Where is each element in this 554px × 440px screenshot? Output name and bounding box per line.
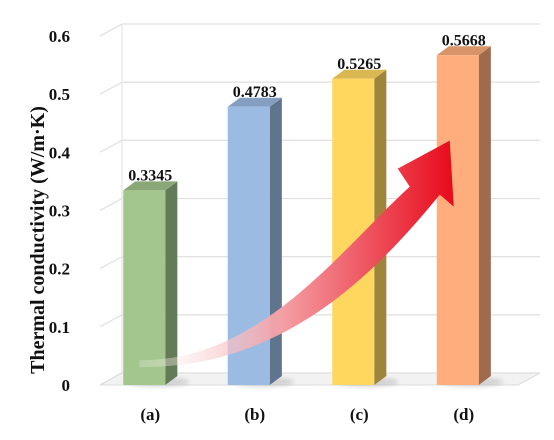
y-axis-ticks: 0 0.1 0.2 0.3 0.4 0.5 0.6	[49, 27, 71, 395]
x-tick-label: (a)	[140, 405, 160, 424]
gridline-depth	[99, 314, 123, 328]
y-tick-label: 0.4	[49, 143, 71, 162]
x-tick-label: (b)	[244, 405, 265, 424]
x-tick-label: (d)	[453, 405, 474, 424]
x-axis-categories: (a) (b) (c) (d)	[140, 405, 474, 424]
bar-top	[436, 46, 491, 56]
bar-side	[478, 46, 491, 385]
data-label: 0.4783	[233, 84, 277, 101]
data-labels: 0.3345 0.4783 0.5265 0.5668	[128, 32, 486, 184]
y-tick-label: 0.6	[49, 27, 70, 46]
gridline-depth	[99, 81, 123, 95]
bar	[123, 190, 166, 385]
y-tick-label: 0.1	[49, 318, 70, 337]
trend-arrow	[139, 140, 454, 368]
gridline-depth	[99, 139, 123, 153]
bars	[123, 46, 504, 387]
data-label: 0.5265	[337, 56, 381, 73]
trend-arrow-shape	[139, 140, 454, 368]
y-tick-label: 0.3	[49, 202, 70, 221]
y-tick-label: 0.5	[49, 85, 70, 104]
y-tick-label: 0	[62, 376, 71, 395]
data-label: 0.5668	[442, 32, 486, 49]
bar-top	[332, 69, 387, 79]
gridline-depth	[99, 197, 123, 212]
x-tick-label: (c)	[350, 405, 369, 424]
y-tick-label: 0.2	[49, 260, 70, 279]
bar	[436, 55, 479, 385]
data-label: 0.3345	[128, 167, 172, 184]
y-axis-title: Thermal conductivity (W/m·K)	[27, 106, 49, 374]
bar-top	[227, 97, 282, 107]
gridline-depth	[99, 256, 123, 270]
bar-side	[269, 97, 282, 386]
bar-top	[123, 181, 178, 191]
grid-layer	[99, 23, 540, 386]
bar-side	[165, 181, 178, 385]
gridline-depth	[99, 23, 123, 37]
